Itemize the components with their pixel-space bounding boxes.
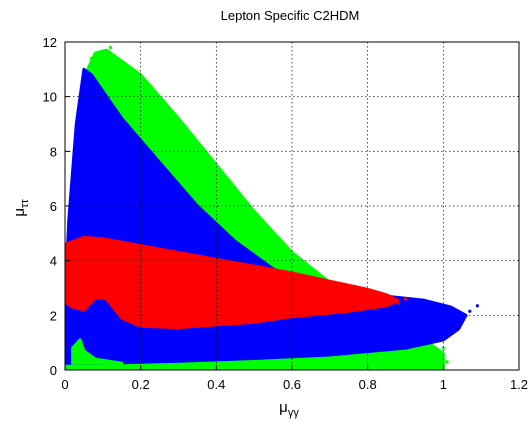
- blue-point: [475, 304, 479, 308]
- y-tick-label: 12: [43, 35, 57, 50]
- y-axis-label: μττ: [11, 199, 31, 217]
- x-axis-ticks: 0 0.2 0.4 0.6 0.8 1 1.2: [61, 365, 528, 392]
- green-point: [108, 45, 112, 50]
- green-point: [89, 56, 94, 61]
- plot-area: [65, 45, 479, 370]
- x-tick-label: 1.2: [510, 377, 528, 392]
- red-point: [396, 301, 400, 305]
- x-axis-label-base: μ: [279, 399, 288, 416]
- x-tick-label: 0: [61, 377, 68, 392]
- y-tick-label: 2: [50, 308, 57, 323]
- x-axis-label-sub: γγ: [288, 407, 300, 419]
- green-point: [437, 357, 442, 361]
- y-tick-label: 8: [50, 144, 57, 159]
- y-axis-ticks: 0 2 4 6 8 10 12: [43, 35, 70, 378]
- y-tick-label: 0: [50, 363, 57, 378]
- green-point: [441, 346, 445, 350]
- red-region: [65, 235, 400, 330]
- x-tick-label: 0.2: [132, 377, 150, 392]
- x-tick-label: 0.4: [207, 377, 225, 392]
- x-axis-label: μγγ: [279, 399, 299, 419]
- green-inner-region: [71, 338, 124, 365]
- y-axis-label-sub: ττ: [19, 199, 31, 208]
- green-point: [445, 360, 449, 364]
- y-axis-label-base: μ: [11, 208, 28, 217]
- x-tick-label: 0.6: [283, 377, 301, 392]
- grid-lines: [65, 42, 519, 370]
- green-point: [434, 352, 438, 356]
- y-tick-label: 4: [50, 254, 57, 269]
- y-tick-label: 6: [50, 199, 57, 214]
- blue-point: [468, 309, 472, 313]
- y-tick-label: 10: [43, 90, 57, 105]
- green-point: [415, 354, 419, 358]
- x-tick-label: 0.8: [359, 377, 377, 392]
- x-tick-label: 1: [440, 377, 447, 392]
- red-point: [403, 297, 408, 301]
- chart-title: Lepton Specific C2HDM: [221, 8, 360, 23]
